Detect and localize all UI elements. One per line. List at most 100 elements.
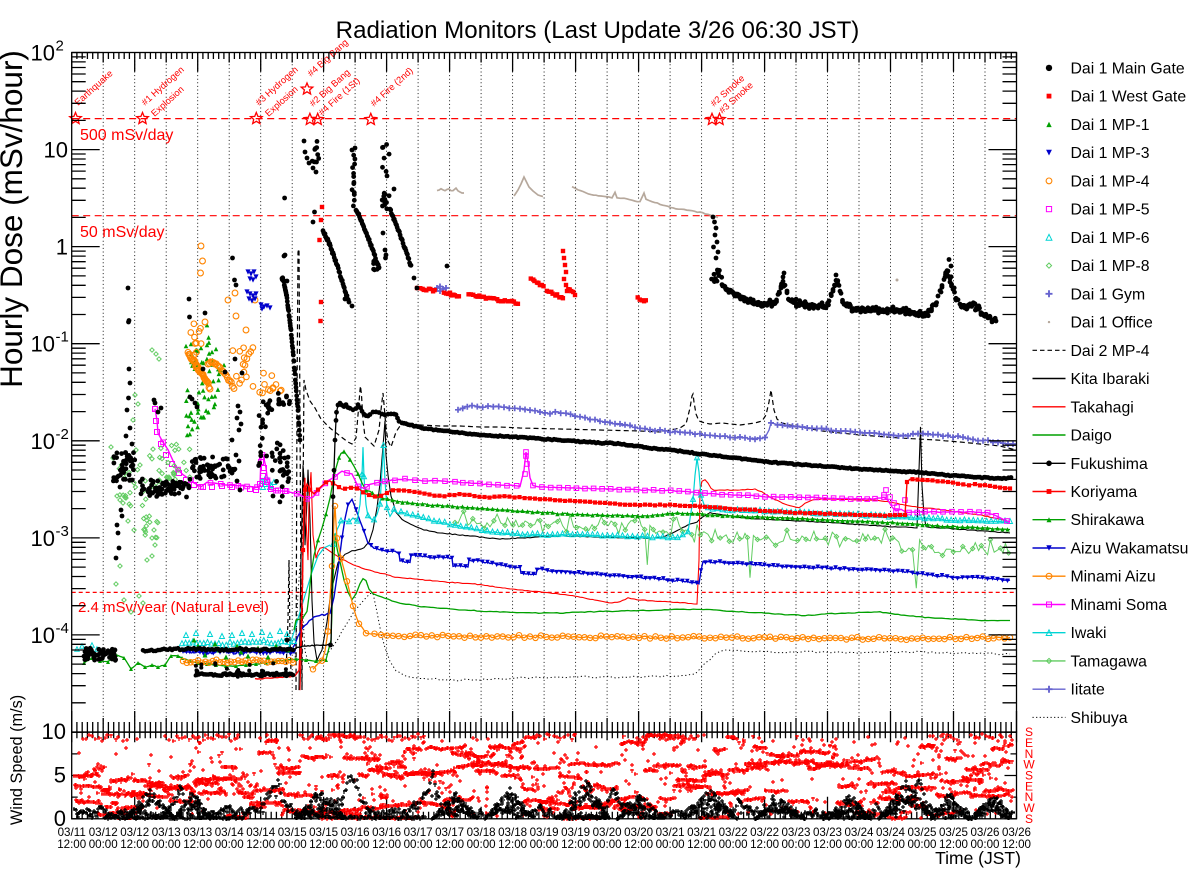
svg-text:Takahagi: Takahagi bbox=[1071, 399, 1134, 416]
svg-text:Minami Aizu: Minami Aizu bbox=[1071, 569, 1156, 586]
svg-text:Dai 1 MP-6: Dai 1 MP-6 bbox=[1071, 230, 1150, 247]
svg-text:-2: -2 bbox=[56, 426, 69, 443]
svg-text:03/19: 03/19 bbox=[561, 826, 590, 839]
svg-text:03/16: 03/16 bbox=[341, 826, 370, 839]
svg-text:00:00: 00:00 bbox=[781, 838, 810, 851]
svg-text:10: 10 bbox=[31, 332, 55, 357]
svg-text:W: W bbox=[1023, 758, 1035, 772]
svg-text:03/20: 03/20 bbox=[593, 826, 622, 839]
svg-text:00:00: 00:00 bbox=[89, 838, 118, 851]
svg-text:00:00: 00:00 bbox=[278, 838, 307, 851]
svg-text:03/23: 03/23 bbox=[781, 826, 810, 839]
svg-text:03/16: 03/16 bbox=[372, 826, 401, 839]
svg-text:12:00: 12:00 bbox=[876, 838, 905, 851]
svg-text:03/18: 03/18 bbox=[467, 826, 496, 839]
svg-text:12:00: 12:00 bbox=[561, 838, 590, 851]
svg-text:10: 10 bbox=[44, 138, 68, 163]
svg-text:00:00: 00:00 bbox=[970, 838, 999, 851]
svg-text:Dai 1 Main Gate: Dai 1 Main Gate bbox=[1071, 60, 1185, 77]
svg-text:00:00: 00:00 bbox=[152, 838, 181, 851]
svg-text:03/21: 03/21 bbox=[656, 826, 685, 839]
svg-text:12:00: 12:00 bbox=[687, 838, 716, 851]
svg-text:03/17: 03/17 bbox=[404, 826, 433, 839]
svg-text:Dai 1 MP-3: Dai 1 MP-3 bbox=[1071, 145, 1150, 162]
svg-text:00:00: 00:00 bbox=[907, 838, 936, 851]
svg-text:Dai 1 MP-5: Dai 1 MP-5 bbox=[1071, 202, 1150, 219]
svg-text:00:00: 00:00 bbox=[404, 838, 433, 851]
svg-text:03/26: 03/26 bbox=[1002, 826, 1031, 839]
svg-text:03/12: 03/12 bbox=[89, 826, 118, 839]
svg-text:03/15: 03/15 bbox=[309, 826, 338, 839]
svg-text:1: 1 bbox=[56, 235, 68, 260]
svg-text:10: 10 bbox=[31, 623, 55, 648]
svg-text:03/11: 03/11 bbox=[58, 826, 86, 839]
svg-text:03/22: 03/22 bbox=[719, 826, 748, 839]
svg-text:03/12: 03/12 bbox=[120, 826, 149, 839]
svg-text:03/21: 03/21 bbox=[687, 826, 716, 839]
svg-text:03/25: 03/25 bbox=[907, 826, 936, 839]
svg-text:12:00: 12:00 bbox=[939, 838, 968, 851]
svg-text:00:00: 00:00 bbox=[530, 838, 559, 851]
svg-text:Daigo: Daigo bbox=[1071, 428, 1112, 445]
svg-text:2: 2 bbox=[56, 38, 64, 55]
svg-text:Dai 1 Gym: Dai 1 Gym bbox=[1071, 286, 1146, 303]
svg-text:S: S bbox=[1025, 725, 1033, 739]
svg-text:Shirakawa: Shirakawa bbox=[1071, 512, 1145, 529]
svg-text:12:00: 12:00 bbox=[498, 838, 527, 851]
svg-text:Tamagawa: Tamagawa bbox=[1071, 653, 1148, 670]
svg-text:12:00: 12:00 bbox=[624, 838, 653, 851]
svg-text:03/15: 03/15 bbox=[278, 826, 307, 839]
svg-text:03/19: 03/19 bbox=[530, 826, 559, 839]
svg-text:-1: -1 bbox=[56, 329, 69, 346]
svg-text:S: S bbox=[1025, 769, 1033, 783]
svg-text:Dai 1 MP-4: Dai 1 MP-4 bbox=[1071, 173, 1150, 190]
svg-text:12:00: 12:00 bbox=[750, 838, 779, 851]
svg-text:12:00: 12:00 bbox=[120, 838, 149, 851]
svg-text:00:00: 00:00 bbox=[656, 838, 685, 851]
svg-text:03/14: 03/14 bbox=[215, 826, 245, 839]
svg-text:12:00: 12:00 bbox=[309, 838, 338, 851]
svg-text:03/17: 03/17 bbox=[435, 826, 464, 839]
svg-text:03/14: 03/14 bbox=[246, 826, 276, 839]
svg-text:N: N bbox=[1025, 790, 1034, 804]
svg-text:00:00: 00:00 bbox=[593, 838, 622, 851]
svg-text:12:00: 12:00 bbox=[246, 838, 275, 851]
svg-text:Dai 1 Office: Dai 1 Office bbox=[1071, 315, 1153, 332]
svg-text:2.4 mSv/year (Natural Level): 2.4 mSv/year (Natural Level) bbox=[78, 599, 269, 616]
svg-text:03/18: 03/18 bbox=[498, 826, 527, 839]
svg-text:00:00: 00:00 bbox=[467, 838, 496, 851]
svg-text:Fukushima: Fukushima bbox=[1071, 456, 1148, 473]
svg-text:12:00: 12:00 bbox=[57, 838, 86, 851]
svg-text:E: E bbox=[1025, 779, 1033, 793]
svg-text:03/20: 03/20 bbox=[624, 826, 653, 839]
svg-text:Aizu Wakamatsu: Aizu Wakamatsu bbox=[1071, 541, 1189, 558]
svg-text:00:00: 00:00 bbox=[844, 838, 873, 851]
svg-text:Koriyama: Koriyama bbox=[1071, 484, 1138, 501]
svg-text:03/26: 03/26 bbox=[970, 826, 999, 839]
svg-text:12:00: 12:00 bbox=[183, 838, 212, 851]
svg-text:12:00: 12:00 bbox=[1002, 838, 1031, 851]
svg-text:10: 10 bbox=[31, 41, 55, 66]
svg-text:500 mSv/day: 500 mSv/day bbox=[80, 127, 173, 144]
svg-text:-3: -3 bbox=[56, 523, 69, 540]
svg-text:03/13: 03/13 bbox=[183, 826, 212, 839]
svg-text:Minami Soma: Minami Soma bbox=[1071, 597, 1168, 614]
svg-text:Dai 1 MP-1: Dai 1 MP-1 bbox=[1071, 117, 1150, 134]
svg-text:10: 10 bbox=[31, 429, 55, 454]
svg-text:E: E bbox=[1025, 736, 1033, 750]
svg-text:0: 0 bbox=[54, 806, 66, 831]
svg-text:5: 5 bbox=[54, 763, 66, 788]
svg-text:12:00: 12:00 bbox=[372, 838, 401, 851]
svg-text:Radiation Monitors (Last Updat: Radiation Monitors (Last Update 3/26 06:… bbox=[336, 17, 860, 44]
svg-text:Kita Ibaraki: Kita Ibaraki bbox=[1071, 371, 1150, 388]
svg-text:03/24: 03/24 bbox=[876, 826, 906, 839]
svg-text:Hourly Dose (mSv/hour): Hourly Dose (mSv/hour) bbox=[0, 50, 29, 388]
svg-text:03/24: 03/24 bbox=[844, 826, 874, 839]
svg-text:Iwaki: Iwaki bbox=[1071, 625, 1107, 642]
svg-text:10: 10 bbox=[42, 719, 66, 744]
svg-text:Iitate: Iitate bbox=[1071, 682, 1105, 699]
svg-text:Wind Speed (m/s): Wind Speed (m/s) bbox=[8, 695, 26, 825]
svg-text:03/23: 03/23 bbox=[813, 826, 842, 839]
svg-text:S: S bbox=[1025, 812, 1033, 826]
svg-text:03/25: 03/25 bbox=[939, 826, 968, 839]
